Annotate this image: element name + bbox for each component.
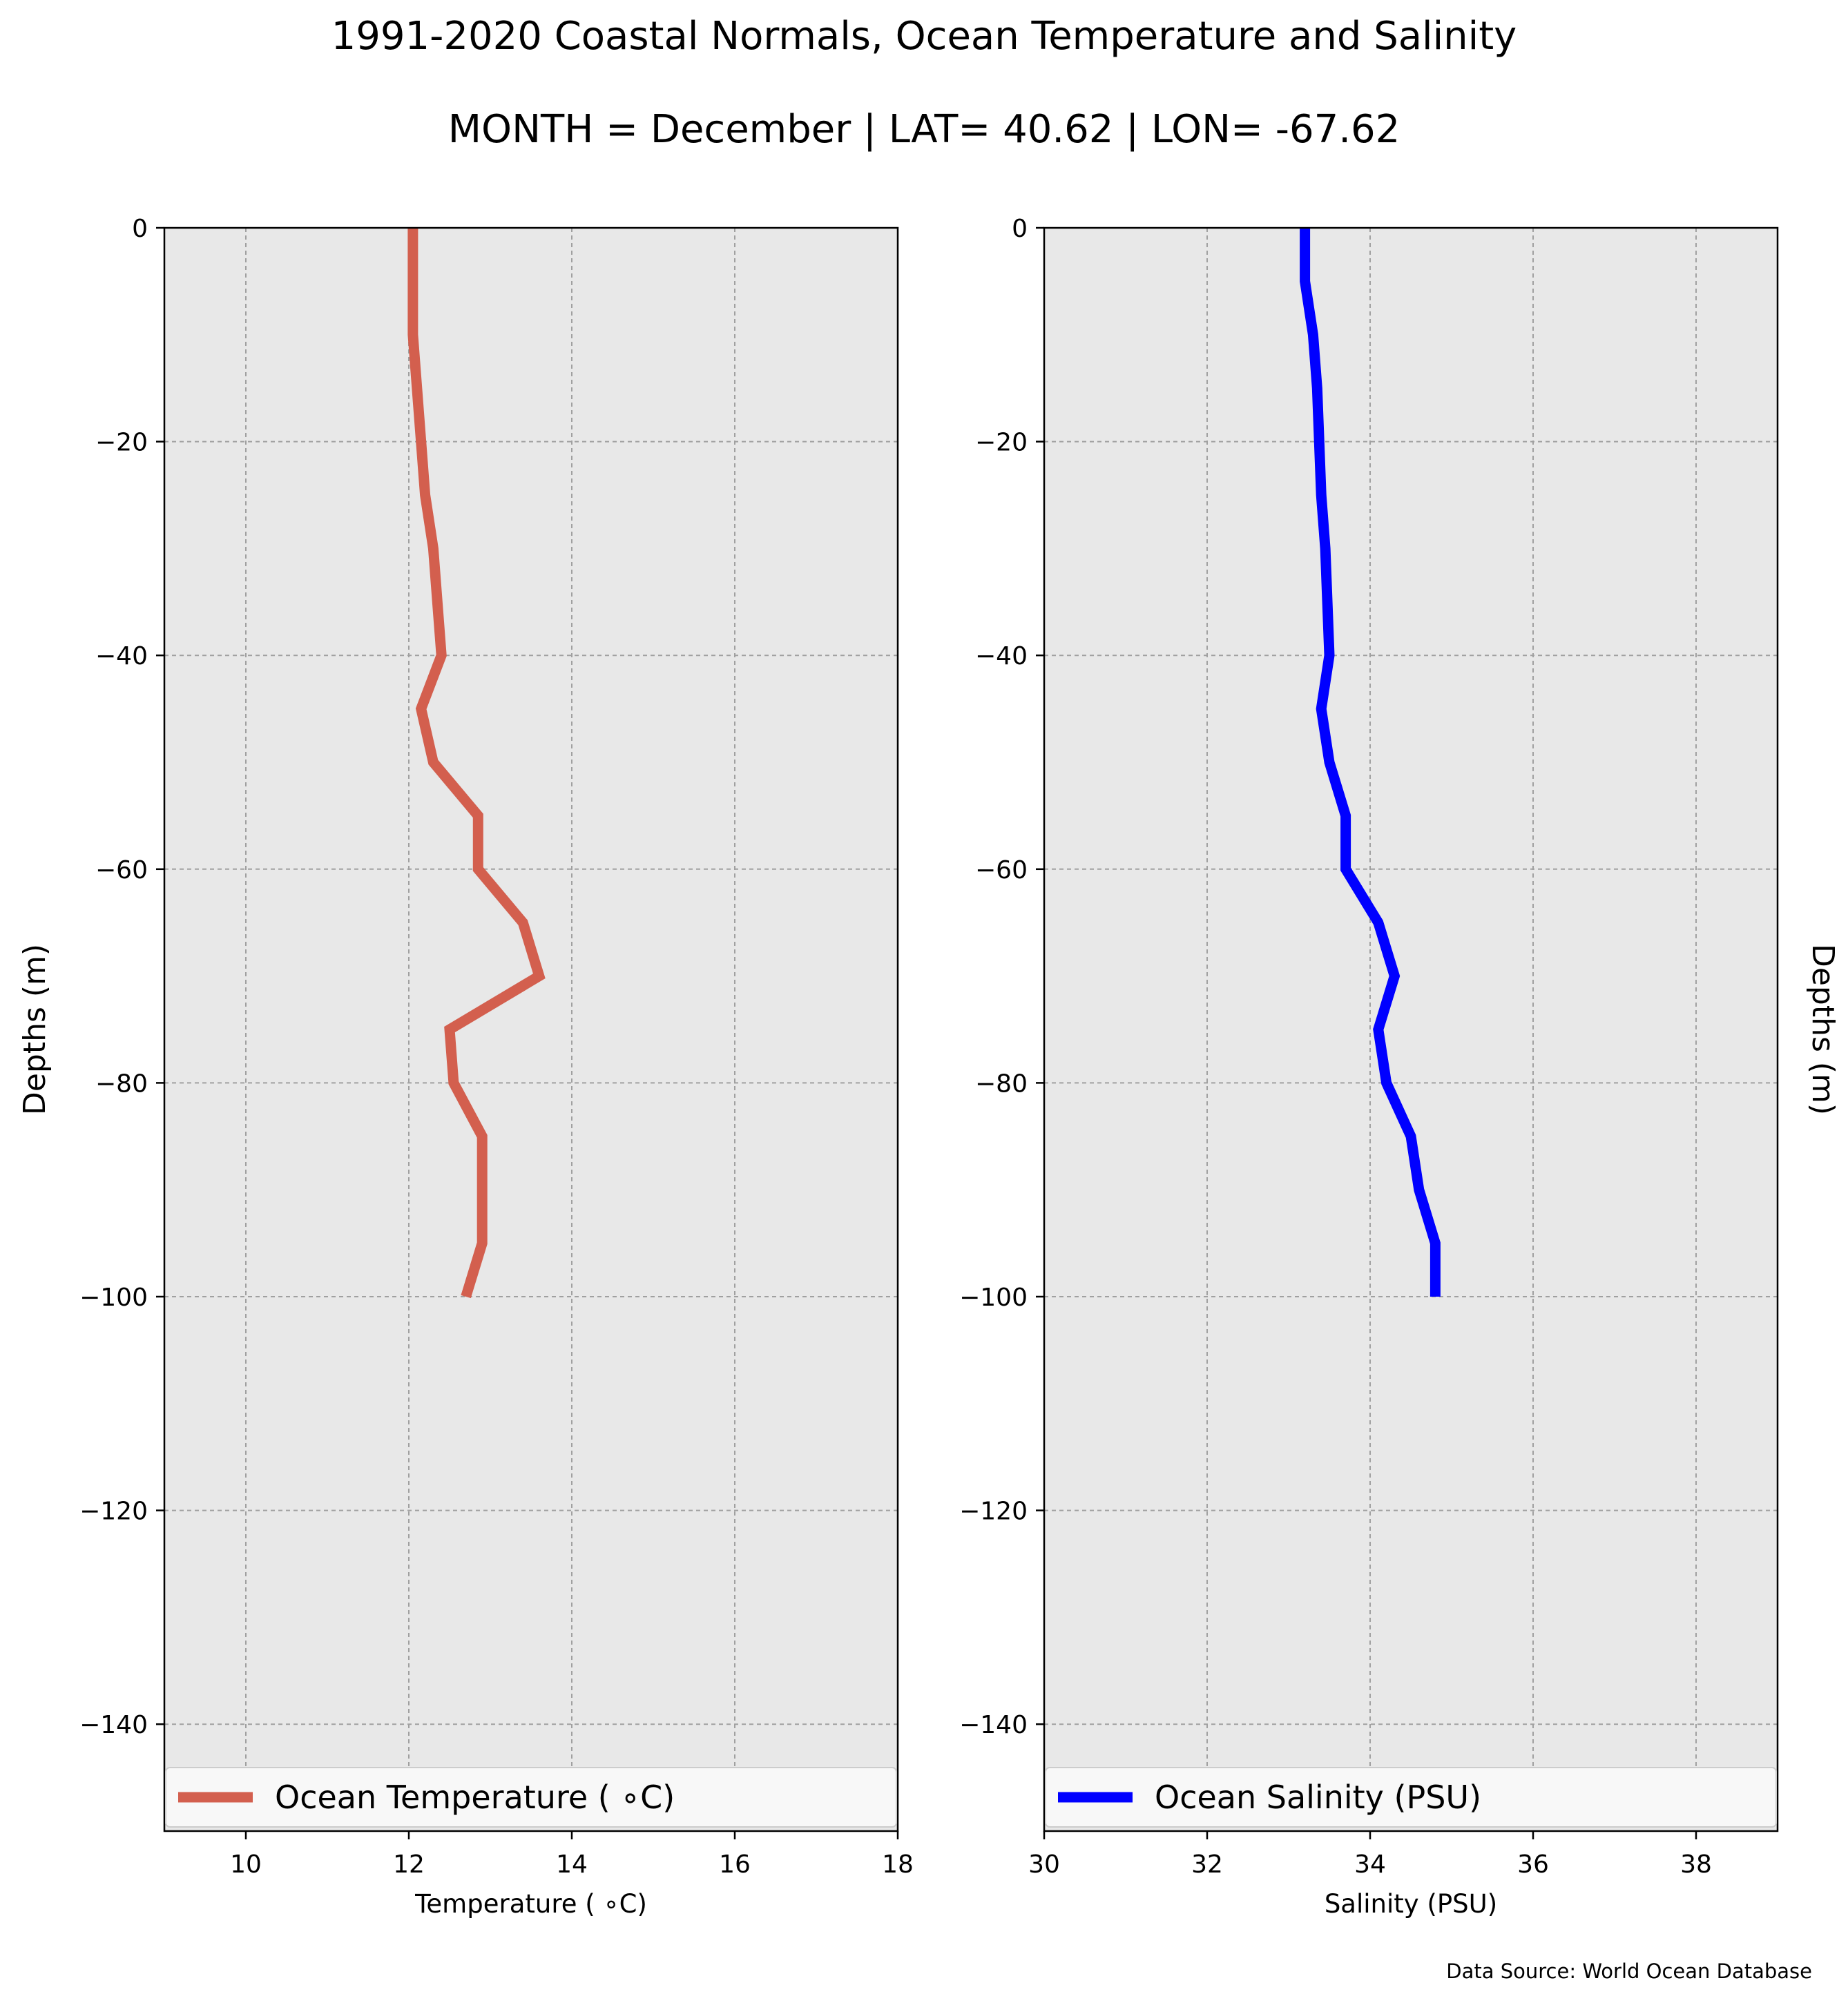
salinity-x-axis-label: Salinity (PSU) [1325,1889,1497,1919]
temperature-legend: Ocean Temperature ( ∘C) [165,1767,897,1828]
temperature-x-axis-label: Temperature ( ∘C) [414,1889,647,1919]
temperature-y-tick-label: −40 [95,642,148,670]
salinity-x-tick-label: 34 [1354,1850,1386,1879]
salinity-axes-frame [1043,226,1779,1832]
data-source-note: Data Source: World Ocean Database [1446,1960,1812,1983]
temperature-x-tick-label: 16 [719,1850,751,1879]
chart-subtitle: MONTH = December | LAT= 40.62 | LON= -67… [447,107,1401,152]
temperature-plot-background [164,228,898,1831]
salinity-series-line [1300,228,1441,1297]
salinity-y-tick-label: 0 [1012,215,1028,243]
temperature-series-line [407,228,546,1299]
salinity-legend-label: Ocean Salinity (PSU) [1155,1779,1481,1816]
salinity-x-tick-label: 38 [1680,1850,1712,1879]
temperature-axes-frame [163,226,899,1832]
salinity-x-tick-label: 36 [1517,1850,1549,1879]
temperature-legend-label: Ocean Temperature ( ∘C) [275,1779,675,1816]
salinity-legend: Ocean Salinity (PSU) [1045,1767,1777,1828]
salinity-y-tick-label: −20 [975,429,1028,457]
salinity-panel: 0 −20 −40 −60 −80 −100 −120 −140 30 32 34 36 38 Salin… [959,215,1840,1919]
temperature-y-tick-label: −120 [79,1498,148,1526]
temperature-y-axis-label: Depths (m) [17,944,52,1115]
salinity-x-tick-label: 30 [1028,1850,1060,1879]
salinity-y-tick-label: −140 [959,1711,1028,1739]
salinity-y-axis-label: Depths (m) [1805,944,1840,1115]
temperature-x-tick-label: 10 [230,1850,262,1879]
chart-title: 1991-2020 Coastal Normals, Ocean Tempera… [331,14,1517,59]
temperature-y-tick-label: 0 [132,215,148,243]
temperature-y-tick-label: −100 [79,1284,148,1312]
salinity-y-tick-label: −40 [975,642,1028,670]
temperature-y-tick-label: −60 [95,856,148,884]
salinity-y-tick-label: −60 [975,856,1028,884]
temperature-y-tick-label: −20 [95,429,148,457]
temperature-y-tick-label: −140 [79,1711,148,1739]
temperature-x-tick-label: 12 [393,1850,425,1879]
temperature-panel: 0 −20 −40 −60 −80 −100 −120 −140 10 12 14 16 18 Tempe… [17,215,914,1919]
salinity-x-tick-label: 32 [1191,1850,1223,1879]
salinity-y-tick-label: −120 [959,1498,1028,1526]
temperature-x-tick-label: 18 [882,1850,914,1879]
temperature-y-tick-label: −80 [95,1070,148,1098]
salinity-plot-background [1044,228,1778,1831]
salinity-y-tick-label: −80 [975,1070,1028,1098]
temperature-x-tick-label: 14 [556,1850,588,1879]
salinity-y-tick-label: −100 [959,1284,1028,1312]
